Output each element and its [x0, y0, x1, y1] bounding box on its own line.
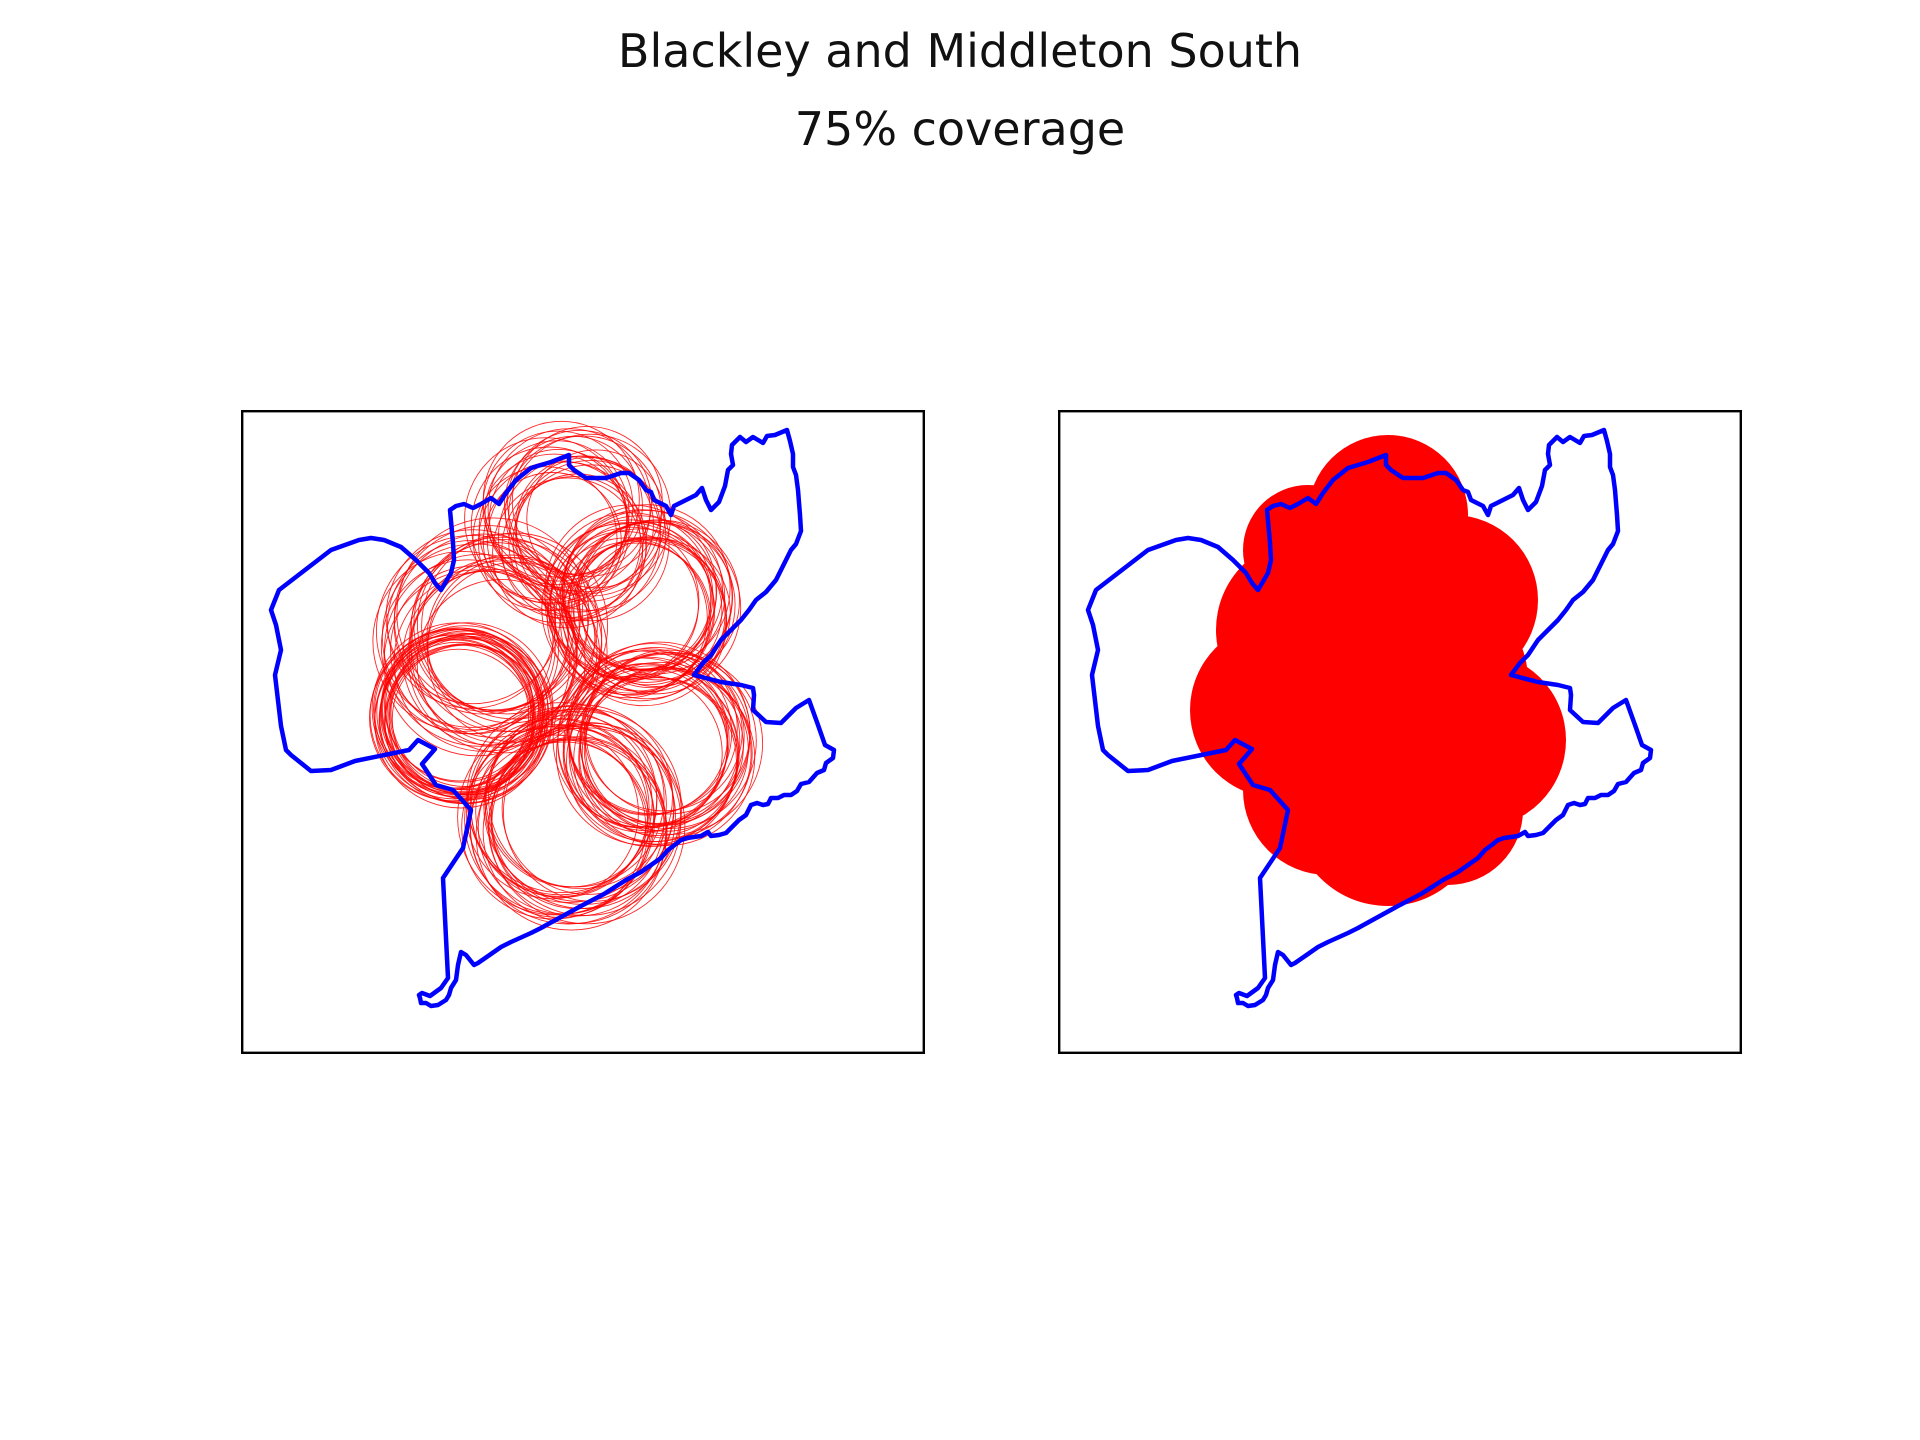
coverage-circle-outline: [546, 512, 714, 680]
constituency-boundary: [1085, 427, 1654, 1009]
coverage-circle-outline: [380, 639, 530, 789]
coverage-circle-outline: [555, 662, 739, 846]
coverage-rings-group: [369, 420, 764, 931]
coverage-circle-outline: [566, 676, 737, 848]
coverage-circle-outline: [526, 449, 666, 589]
coverage-circle-outline: [501, 721, 675, 895]
constituency-boundary: [268, 427, 837, 1009]
coverage-circle-outline: [563, 673, 723, 833]
coverage-circle-outline: [579, 519, 740, 681]
coverage-circle-outline: [396, 517, 590, 711]
coverage-circle-outline: [553, 528, 727, 702]
coverage-circle-outline: [475, 725, 649, 898]
panel-coverage-filled: [1058, 410, 1742, 1054]
coverage-circle-outline: [385, 529, 561, 705]
coverage-circle-outline: [380, 559, 556, 735]
coverage-circle-outline: [375, 534, 569, 728]
coverage-fill-group: [1190, 435, 1566, 906]
coverage-circle-outline: [383, 553, 577, 747]
coverage-circle-outline: [390, 638, 540, 787]
coverage-circle-outline: [372, 550, 554, 732]
coverage-disc-filled: [1348, 590, 1528, 770]
coverage-circle-outline: [562, 665, 740, 843]
coverage-circle-outline: [374, 635, 548, 809]
coverage-circle-outline: [573, 536, 723, 686]
coverage-circle-outline: [416, 533, 598, 715]
panel-frame: [241, 410, 925, 1054]
coverage-circle-outline: [465, 726, 639, 900]
panel-coverage-outlines: [241, 410, 925, 1054]
coverage-circle-outline: [546, 537, 708, 699]
coverage-circle-outline: [421, 532, 609, 720]
coverage-circle-outline: [568, 521, 742, 695]
coverage-circle-outline: [488, 704, 673, 890]
coverage-circle-outline: [457, 718, 655, 916]
coverage-circle-outline: [469, 706, 667, 903]
panel-frame: [1058, 410, 1742, 1054]
figure-title: Blackley and Middleton South: [617, 24, 1303, 78]
coverage-circle-outline: [581, 538, 731, 687]
figure-subtitle: 75% coverage: [794, 102, 1126, 156]
coverage-circle-outline: [550, 519, 712, 681]
coverage-circle-outline: [378, 637, 546, 804]
coverage-circle-outline: [488, 727, 686, 925]
coverage-circle-outline: [560, 509, 734, 683]
coverage-disc-filled: [1243, 485, 1373, 615]
coverage-disc-filled: [1373, 735, 1523, 885]
